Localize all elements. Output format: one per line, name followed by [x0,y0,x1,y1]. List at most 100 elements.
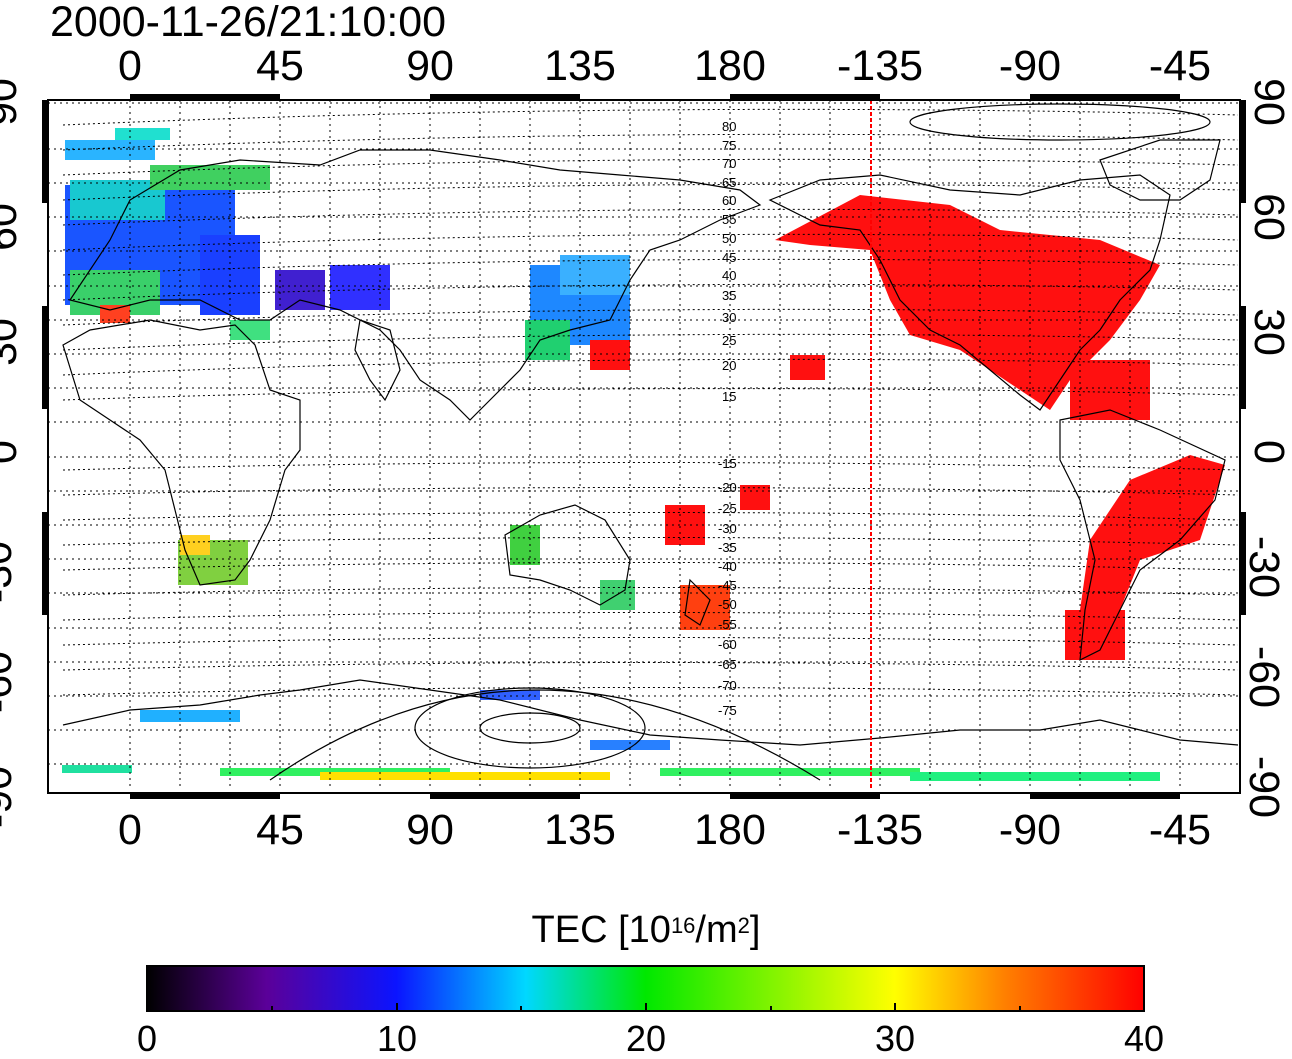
colorbar-ticks [271,1003,1021,1011]
top-tick: 45 [256,42,304,90]
mag-contours [62,108,1239,696]
tec-patch [740,485,770,510]
contour-label: -70 [718,678,737,693]
tec-patch [560,255,630,295]
bottom-tick: 135 [544,806,616,854]
contour-label: 25 [722,333,736,348]
left-lat-tick: 0 [0,440,26,464]
coastlines [62,139,1239,746]
tec-patch [660,768,920,776]
top-tick: 0 [118,42,142,90]
tec-patch [775,195,1160,410]
top-tick: -45 [1148,42,1212,90]
top-tick: 90 [406,42,454,90]
colorbar-label-exp1: 16 [670,913,696,938]
tec-data-layer [62,128,1225,781]
contour-labels-north: 80 75 70 65 60 55 50 45 40 35 30 25 20 1… [722,119,736,404]
contour-label: 15 [722,389,736,404]
contour-label: -40 [718,559,737,574]
colorbar-label-main: TEC [10 [531,909,671,951]
colorbar-tick: 10 [376,1018,418,1059]
contour-label: -60 [718,637,737,652]
tec-patch [65,140,155,160]
right-lat-tick: -90 [1240,755,1289,819]
contour-label: -75 [718,703,737,718]
coastline-eurasia [69,149,762,421]
polar-contours [269,103,1211,781]
colorbar-tick: 20 [625,1018,667,1059]
colorbar-label-exp2: 2 [737,913,750,938]
left-lat-tick: -30 [0,540,22,604]
colorbar-label: TEC [1016/m2] [0,908,1292,952]
axis-bars [42,94,1246,799]
tec-patch [150,165,270,190]
right-lat-tick: 30 [1244,308,1292,356]
bottom-tick: 90 [406,806,454,854]
tec-patch [590,340,630,370]
coastline-antarctica [62,679,1239,746]
top-tick: -135 [836,42,924,90]
tec-patch [70,180,165,220]
tec-patch [910,772,1160,781]
contour-label: 75 [722,138,736,153]
right-lat-tick: 60 [1244,193,1292,241]
contour-label: -45 [718,578,737,593]
contour-label: -65 [718,657,737,672]
plot-frame [47,99,1241,794]
tec-patch [525,320,570,360]
right-lat-tick: -60 [1240,645,1289,709]
coastline-india [354,319,401,402]
tec-patch [1080,455,1225,640]
coastline-africa [62,319,301,586]
contour-label: -50 [718,597,737,612]
contour-label: 60 [722,193,736,208]
contour-label: 40 [722,268,736,283]
coastline-greenland [1099,139,1221,201]
tec-patch [790,355,825,380]
contour-label: -30 [718,521,737,536]
contour-label: 65 [722,175,736,190]
contour-label: -55 [718,617,737,632]
contour-labels-south: -15 -20 -25 -30 -35 -40 -45 -50 -55 -60 … [718,456,737,718]
contour-label: -15 [718,456,737,471]
colorbar-label-mid: /m [695,909,738,951]
tec-patch [1070,360,1150,420]
tec-patch [320,772,610,780]
contour-label: 30 [722,310,736,325]
contour-label: 35 [722,288,736,303]
right-lat-tick: 0 [1244,440,1292,464]
tec-patch [1065,610,1125,660]
bottom-tick: -45 [1148,806,1212,854]
contour-label: -25 [718,501,737,516]
bottom-tick: 180 [694,806,766,854]
tec-patch [62,765,132,773]
colorbar-label-end: ] [749,909,761,951]
tec-patch [180,535,210,555]
left-lat-tick: 90 [0,78,26,126]
contour-label: 55 [722,212,736,227]
right-lat-tick: -30 [1240,535,1289,599]
bottom-tick: -90 [998,806,1062,854]
contour-label: 45 [722,250,736,265]
contour-label: 50 [722,231,736,246]
contour-label: 20 [722,358,736,373]
contour-label: 80 [722,119,736,134]
colorbar-tick: 40 [1123,1018,1165,1059]
tec-patch [275,270,325,310]
coastline-south-america [1059,409,1226,662]
top-tick: 135 [544,42,616,90]
left-lat-tick: 60 [0,203,26,251]
left-lat-tick: -60 [0,650,22,714]
left-lat-tick: 30 [0,318,26,366]
contour-label: 70 [722,156,736,171]
tec-patch [480,690,540,700]
coastline-north-america [768,174,1171,411]
coastline-australia [504,504,631,606]
left-lat-tick: -90 [0,765,22,829]
right-lat-tick: 90 [1244,78,1292,126]
tec-patch [115,128,170,140]
contour-label: -20 [718,480,737,495]
colorbar-tick: 0 [136,1018,158,1059]
map-title: 2000-11-26/21:10:00 [50,0,447,46]
